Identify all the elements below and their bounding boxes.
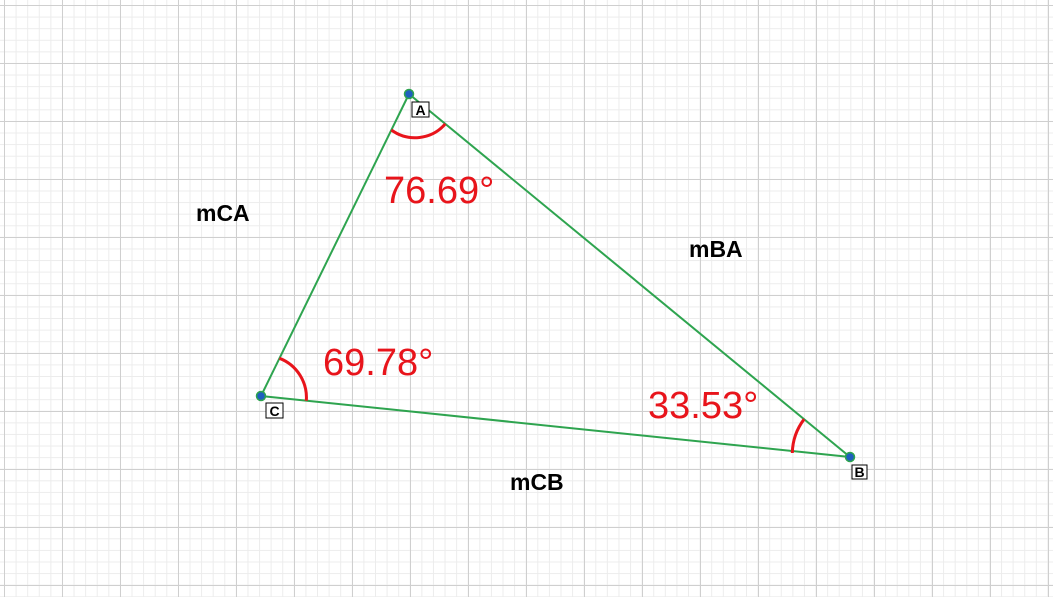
point-c[interactable] <box>255 390 267 402</box>
point-b[interactable] <box>844 451 856 463</box>
edge-ca[interactable] <box>260 93 410 397</box>
side-label-ba: mBA <box>689 236 743 262</box>
vertex-label-b-text: B <box>854 464 864 480</box>
side-label-cb: mCB <box>510 469 564 495</box>
vertex-label-a: A <box>411 101 430 118</box>
angle-arc-c <box>278 356 308 401</box>
edge-ab[interactable] <box>408 93 851 458</box>
vertex-label-a-text: A <box>415 102 425 118</box>
side-label-ca: mCA <box>196 200 250 226</box>
vertex-label-b: B <box>851 464 868 480</box>
angle-label-c: 69.78° <box>323 342 433 384</box>
point-a[interactable] <box>403 88 415 100</box>
vertex-label-c: C <box>265 402 284 419</box>
angle-label-b: 33.53° <box>648 385 758 427</box>
angle-arc-b <box>790 418 806 454</box>
edge-cb[interactable] <box>260 395 851 458</box>
angle-arc-a <box>390 122 447 140</box>
angle-label-a: 76.69° <box>384 170 494 212</box>
vertex-label-c-text: C <box>269 403 279 419</box>
